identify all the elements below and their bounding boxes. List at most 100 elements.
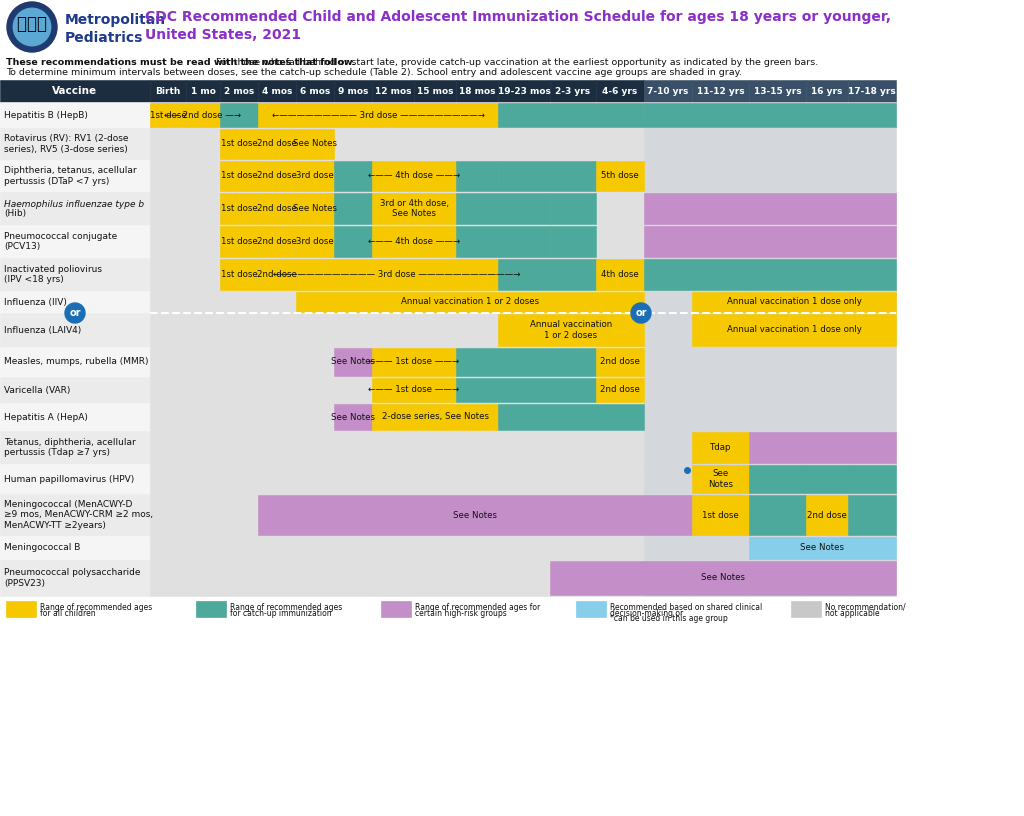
Bar [220,161,258,191]
Bar [220,193,258,224]
Bar [334,348,372,376]
Bar [806,560,848,596]
Bar [372,348,456,376]
Bar [372,404,498,430]
Bar [372,464,414,494]
Bar [749,432,896,463]
Bar [806,464,848,494]
Bar [644,377,692,403]
Bar [550,431,596,464]
Text: ←————————— 3rd dose —————————→: ←————————— 3rd dose —————————→ [271,110,484,119]
Bar [372,431,414,464]
Bar [0,313,150,347]
Bar [550,403,596,431]
Bar [296,102,334,128]
Bar [296,313,334,347]
Bar [596,348,644,376]
Bar [334,258,372,291]
Text: for catch-up immunization: for catch-up immunization [230,609,332,618]
Bar [692,432,749,463]
Text: Annual vaccination 1 dose only: Annual vaccination 1 dose only [727,298,861,307]
Bar [258,103,498,127]
Bar [258,161,296,191]
Bar [498,192,550,225]
Text: 2-dose series, See Notes: 2-dose series, See Notes [382,413,488,422]
Bar [0,128,150,160]
Bar [692,128,749,160]
Text: 1st dose: 1st dose [220,140,257,149]
Text: CDC Recommended Child and Adolescent Immunization Schedule for ages 18 years or : CDC Recommended Child and Adolescent Imm… [145,10,891,24]
Text: 1st dose: 1st dose [150,110,186,119]
Bar [644,536,692,560]
Bar [258,226,296,257]
Bar [456,102,498,128]
Text: 17-18 yrs: 17-18 yrs [848,86,896,95]
Bar [692,192,749,225]
Bar [334,291,372,313]
Bar [644,103,896,127]
Text: See Notes: See Notes [293,140,337,149]
Text: 2nd dose: 2nd dose [257,237,297,246]
Bar [186,431,220,464]
Bar [372,192,414,225]
Bar [806,431,848,464]
Text: Pneumococcal polysaccharide
(PPSV23): Pneumococcal polysaccharide (PPSV23) [4,568,140,588]
Text: Annual vaccination 1 or 2 doses: Annual vaccination 1 or 2 doses [401,298,539,307]
Bar [806,377,848,403]
Bar [848,560,896,596]
Bar [186,560,220,596]
Bar [848,347,896,377]
Bar [372,313,414,347]
Bar [749,465,896,493]
Text: Varicella (VAR): Varicella (VAR) [4,385,71,394]
Text: 2nd dose: 2nd dose [807,511,847,520]
Bar [414,80,456,102]
Bar [258,102,296,128]
Bar [150,225,186,258]
Bar [186,128,220,160]
Bar [456,378,596,402]
Bar [258,536,296,560]
Bar [0,403,150,431]
Bar [296,560,334,596]
Bar [186,536,220,560]
Text: 13-15 yrs: 13-15 yrs [754,86,802,95]
Text: United States, 2021: United States, 2021 [145,28,301,42]
Bar [0,431,150,464]
Text: Hepatitis B (HepB): Hepatitis B (HepB) [4,110,88,119]
Bar [258,495,692,535]
Bar [0,494,150,536]
Text: Tdap: Tdap [710,443,731,452]
Text: See Notes: See Notes [331,357,375,366]
Bar [334,347,372,377]
Text: Human papillomavirus (HPV): Human papillomavirus (HPV) [4,474,134,484]
Bar [550,193,596,224]
Text: for all children: for all children [40,609,95,618]
Bar [296,192,334,225]
Text: 2nd dose: 2nd dose [600,385,640,394]
Text: Range of recommended ages: Range of recommended ages [230,603,342,612]
Bar [0,536,150,560]
Bar [334,560,372,596]
Bar [692,431,749,464]
Bar [220,258,258,291]
Bar [550,258,596,291]
Bar [414,128,456,160]
Text: ←—— 1st dose ——→: ←—— 1st dose ——→ [369,357,460,366]
Circle shape [65,303,85,323]
Bar [749,102,806,128]
Bar [150,192,186,225]
Bar [220,102,258,128]
Bar [0,560,150,596]
Bar [749,377,806,403]
Bar [414,403,456,431]
Bar [550,464,596,494]
Text: Hepatitis A (HepA): Hepatitis A (HepA) [4,413,88,422]
Bar [258,403,296,431]
Circle shape [13,8,51,46]
Bar [692,314,896,346]
Bar [550,377,596,403]
Bar [498,258,550,291]
Text: 4-6 yrs: 4-6 yrs [602,86,638,95]
Bar [596,80,644,102]
